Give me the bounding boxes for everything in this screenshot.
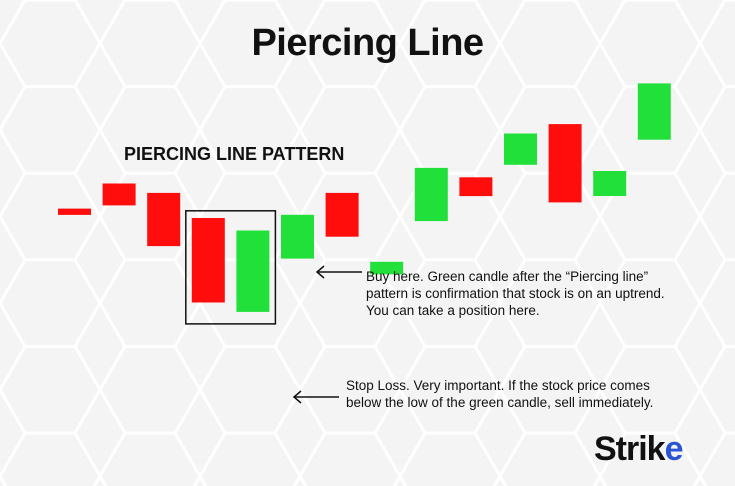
buy-annotation-line: You can take a position here.: [366, 303, 540, 318]
strike-logo: Strike: [594, 430, 684, 469]
bearish-candle: [147, 192, 181, 247]
stop-loss-annotation-line: Stop Loss. Very important. If the stock …: [346, 378, 650, 393]
pattern-highlight-box: [185, 210, 277, 325]
bullish-candle: [370, 261, 404, 275]
buy-annotation-line: pattern is confirmation that stock is on…: [366, 286, 665, 301]
pattern-subtitle: PIERCING LINE PATTERN: [124, 144, 345, 164]
buy-annotation-line: Buy here. Green candle after the “Pierci…: [366, 269, 649, 284]
bullish-candle: [593, 171, 627, 196]
logo-accent-letter: e: [664, 430, 684, 468]
bullish-candle: [281, 214, 314, 259]
bullish-candle: [236, 230, 270, 312]
bullish-candle: [414, 167, 448, 222]
bearish-candle: [102, 183, 136, 206]
page-title: Piercing Line: [251, 22, 484, 64]
buy-annotation: Buy here. Green candle after the “Pierci…: [366, 268, 665, 319]
bullish-candle: [504, 133, 537, 165]
logo-text: Strik: [594, 430, 666, 468]
bullish-candle: [637, 83, 671, 140]
buy-arrow: [315, 265, 362, 279]
bearish-candle: [191, 218, 225, 303]
stop-loss-annotation: Stop Loss. Very important. If the stock …: [346, 377, 653, 411]
bearish-candle: [459, 177, 493, 197]
bearish-candle: [548, 124, 582, 203]
stop-loss-annotation-line: below the low of the green candle, sell …: [346, 395, 654, 410]
stop-loss-arrow: [292, 390, 339, 404]
bearish-candle: [325, 192, 359, 237]
bearish-candle: [58, 208, 91, 215]
